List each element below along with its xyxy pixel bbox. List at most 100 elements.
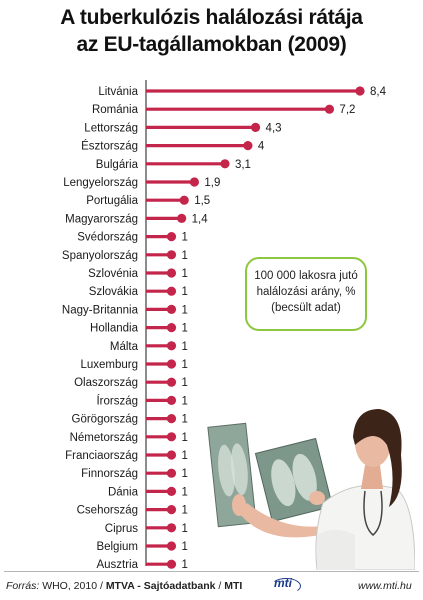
bar-end-dot — [166, 468, 177, 478]
bar-end-dot — [179, 195, 189, 205]
bar-end-dot — [166, 250, 177, 260]
chart-row: Svédország 1 — [77, 232, 188, 244]
source-bold: MTVA - Sajtóadatbank — [105, 580, 216, 592]
category-label: Hollandia — [90, 323, 139, 335]
bar-end-dot — [355, 86, 365, 96]
bar-end-dot — [166, 268, 177, 278]
chart-row: Bulgária 3,1 — [96, 159, 251, 171]
title-line-2: az EU-tagállamokban (2009) — [76, 33, 347, 56]
value-label: 1 — [181, 286, 187, 298]
value-label: 4,3 — [266, 122, 282, 134]
chart-row: Nagy-Britannia 1 — [62, 304, 188, 316]
note-box: 100 000 lakosra jutó halálozási arány, %… — [245, 257, 367, 331]
category-label: Csehország — [77, 505, 138, 517]
category-label: Finnország — [81, 468, 138, 480]
stethoscope-icon — [363, 490, 383, 536]
bar-end-dot — [189, 177, 200, 187]
bar-end-dot — [166, 486, 177, 496]
category-label: Svédország — [77, 232, 138, 244]
category-label: Szlovénia — [88, 268, 138, 280]
category-label: Írország — [96, 394, 138, 407]
bar-end-dot — [177, 213, 187, 223]
chart-row: Magyarország 1,4 — [65, 213, 208, 225]
chart-row: Litvánia 8,4 — [98, 86, 386, 98]
value-label: 1 — [181, 359, 187, 371]
chart-row: Észtország 4 — [81, 140, 265, 153]
category-label: Németország — [70, 432, 138, 444]
chart-row: Belgium 1 — [96, 541, 187, 553]
source-sep: / — [218, 580, 222, 592]
bar-end-dot — [166, 559, 177, 569]
chart-row: Portugália 1,5 — [86, 195, 210, 207]
note-line-3: (becsült adat) — [271, 302, 341, 314]
chart-row: Finnország 1 — [81, 468, 188, 480]
category-label: Portugália — [86, 195, 138, 207]
category-label: Olaszország — [74, 377, 138, 389]
mti-logo: mti — [271, 576, 301, 594]
value-label: 1 — [181, 268, 187, 280]
category-label: Dánia — [108, 486, 139, 498]
footer-source: Forrás: WHO, 2010 / MTVA - Sajtóadatbank… — [6, 580, 242, 592]
note-line-2: halálozási arány, % — [256, 286, 356, 298]
bar-end-dot — [324, 104, 335, 114]
value-label: 1 — [181, 250, 187, 262]
chart-row: Németország 1 — [70, 432, 188, 444]
chart-row: Írország 1 — [96, 394, 187, 407]
chart-row: Lettország 4,3 — [84, 122, 281, 134]
category-label: Szlovákia — [89, 286, 139, 298]
chart-row: Lengyelország 1,9 — [63, 177, 220, 189]
value-label: 1 — [181, 523, 187, 535]
value-label: 1 — [181, 450, 187, 462]
value-label: 1 — [181, 541, 187, 553]
category-label: Lettország — [84, 122, 138, 134]
chart-row: Franciaország 1 — [65, 450, 188, 462]
value-label: 1 — [181, 341, 187, 353]
note-line-1: 100 000 lakosra jutó — [254, 270, 358, 282]
category-label: Belgium — [96, 541, 138, 553]
value-label: 1 — [181, 232, 187, 244]
bar-end-dot — [166, 432, 177, 442]
category-label: Ciprus — [105, 523, 138, 535]
source-text: WHO, 2010 / — [42, 580, 103, 592]
value-label: 1 — [181, 323, 187, 335]
chart-row: Csehország 1 — [77, 505, 188, 517]
chart-row: Málta 1 — [110, 341, 188, 353]
value-label: 1 — [181, 486, 187, 498]
value-label: 1,5 — [194, 195, 210, 207]
value-label: 7,2 — [339, 104, 355, 116]
category-label: Litvánia — [98, 86, 138, 98]
category-label: Észtország — [81, 140, 138, 153]
bar-end-dot — [166, 323, 177, 333]
footer-url: www.mti.hu — [358, 580, 412, 592]
value-label: 1,9 — [204, 177, 220, 189]
source-mti: MTI — [224, 580, 243, 592]
bar-end-dot — [243, 141, 253, 151]
category-label: Görögország — [72, 414, 138, 426]
bar-end-dot — [166, 505, 177, 515]
xray-film-left — [207, 422, 257, 528]
bar-end-dot — [166, 523, 177, 533]
category-label: Magyarország — [65, 213, 138, 225]
chart-row: Szlovákia 1 — [89, 286, 188, 298]
bar-end-dot — [220, 159, 230, 169]
category-label: Luxemburg — [80, 359, 138, 371]
category-label: Nagy-Britannia — [62, 304, 139, 316]
doctor-arm — [239, 503, 330, 538]
value-label: 1 — [181, 395, 187, 407]
bar-end-dot — [166, 304, 177, 314]
value-label: 3,1 — [235, 159, 251, 171]
chart-row: Ausztria 1 — [96, 559, 187, 570]
chart-row: Románia 7,2 — [92, 104, 355, 116]
chart-row: Olaszország 1 — [74, 377, 188, 389]
chart-row: Görögország 1 — [72, 414, 188, 426]
doctor-hair — [353, 409, 402, 507]
doctor-with-xray-illustration — [207, 409, 415, 570]
category-label: Ausztria — [96, 559, 138, 570]
title-line-1: A tuberkulózis halálozási rátája — [60, 6, 363, 29]
value-label: 1 — [181, 377, 187, 389]
bar-end-dot — [166, 359, 177, 369]
chart-row: Ciprus 1 — [105, 523, 188, 535]
bar-end-dot — [166, 395, 177, 405]
chart-row: Luxemburg 1 — [80, 359, 187, 371]
